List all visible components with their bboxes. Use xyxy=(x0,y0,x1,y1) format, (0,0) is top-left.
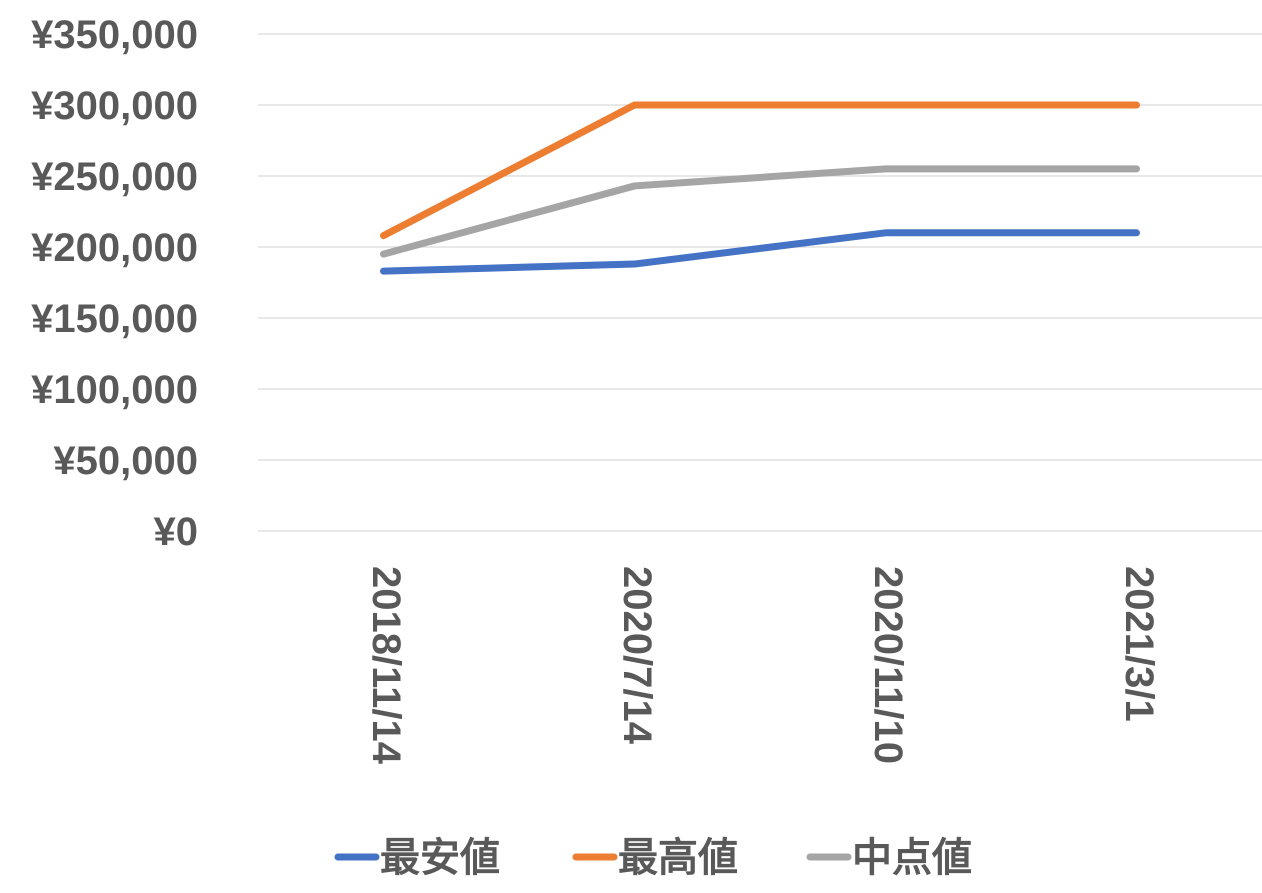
series-lines xyxy=(380,101,1140,275)
y-tick-label: ¥200,000 xyxy=(31,226,198,270)
series-line xyxy=(380,229,1140,275)
y-tick-label: ¥150,000 xyxy=(31,297,198,341)
series-line xyxy=(380,165,1140,258)
y-tick-label: ¥250,000 xyxy=(31,155,198,199)
x-tick-label: 2020/7/14 xyxy=(615,566,659,745)
x-tick-label: 2021/3/1 xyxy=(1117,566,1161,722)
legend-label: 最高値 xyxy=(618,835,738,881)
series-line xyxy=(380,101,1140,240)
x-tick-label: 2020/11/10 xyxy=(866,566,910,764)
y-axis-tick-labels: ¥0 ¥50,000 ¥100,000 ¥150,000 ¥200,000 ¥250,00… xyxy=(31,13,198,554)
x-tick-label: 2018/11/14 xyxy=(364,566,408,765)
legend: 最安値 最高値 中点値 xyxy=(334,835,972,881)
legend-label: 中点値 xyxy=(852,835,972,881)
y-tick-label: ¥50,000 xyxy=(53,439,198,483)
gridlines xyxy=(258,33,1262,532)
legend-label: 最安値 xyxy=(380,835,500,881)
y-tick-label: ¥0 xyxy=(154,510,199,554)
y-tick-label: ¥300,000 xyxy=(31,84,198,128)
y-tick-label: ¥350,000 xyxy=(31,13,198,57)
x-axis-tick-labels: 2018/11/14 2020/7/14 2020/11/10 2021/3/1 xyxy=(364,566,1161,765)
y-tick-label: ¥100,000 xyxy=(31,368,198,412)
